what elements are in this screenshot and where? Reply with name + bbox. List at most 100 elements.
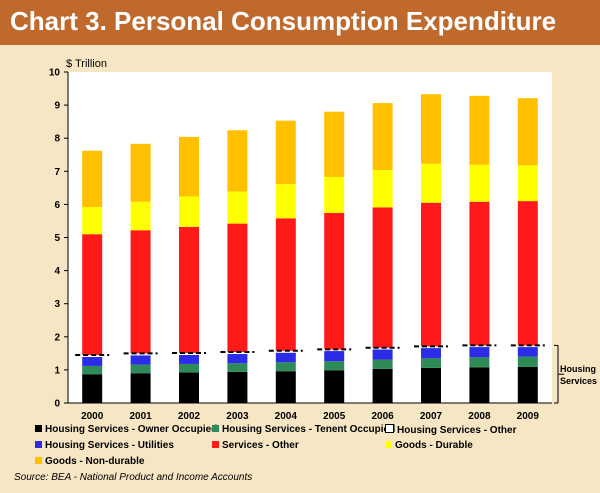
bar-segment-tenent_occupied bbox=[421, 358, 441, 368]
bar-segment-services_other bbox=[469, 201, 490, 346]
bar-segment-owner_occupied bbox=[227, 371, 248, 403]
y-tick-label: 1 bbox=[54, 365, 60, 376]
x-tick-label: 2008 bbox=[468, 411, 491, 422]
bar-segment-tenent_occupied bbox=[324, 361, 345, 371]
bar-segment-tenent_occupied bbox=[130, 364, 151, 374]
y-axis-label: $ Trillion bbox=[66, 58, 107, 70]
bar-segment-goods_nondurable bbox=[227, 130, 248, 192]
bar-segment-services_other bbox=[372, 207, 393, 348]
legend-item-goods_durable: Goods - Durable bbox=[385, 440, 473, 451]
bar-segment-goods_nondurable bbox=[130, 143, 151, 202]
legend-label: Housing Services - Utilities bbox=[45, 440, 174, 451]
x-tick-label: 2009 bbox=[517, 411, 540, 422]
bar-segment-services_other bbox=[82, 234, 103, 356]
legend-swatch bbox=[212, 441, 219, 448]
y-tick-label: 4 bbox=[54, 266, 60, 277]
bar-segment-tenent_occupied bbox=[372, 359, 393, 369]
bar-segment-utilities bbox=[275, 352, 296, 363]
bar-segment-goods_durable bbox=[372, 169, 393, 208]
legend-swatch bbox=[35, 457, 42, 464]
y-tick-label: 0 bbox=[54, 399, 60, 410]
bar-segment-services_other bbox=[517, 201, 538, 346]
y-tick-label: 2 bbox=[54, 332, 60, 343]
bar-segment-goods_durable bbox=[275, 184, 296, 219]
x-tick-label: 2005 bbox=[323, 411, 346, 422]
bar-segment-goods_nondurable bbox=[469, 95, 490, 165]
bar-segment-utilities bbox=[421, 348, 441, 359]
bar-segment-utilities bbox=[324, 351, 345, 362]
x-tick-label: 2003 bbox=[226, 411, 249, 422]
bar-segment-goods_durable bbox=[324, 176, 345, 214]
bar-segment-owner_occupied bbox=[324, 370, 345, 403]
bar-segment-utilities bbox=[469, 347, 490, 358]
y-tick-label: 8 bbox=[54, 134, 60, 145]
legend-label: Goods - Non-durable bbox=[45, 456, 145, 467]
legend-label: Services - Other bbox=[222, 440, 299, 451]
bar-segment-goods_nondurable bbox=[179, 136, 199, 197]
y-tick-label: 7 bbox=[54, 167, 60, 178]
bar-segment-owner_occupied bbox=[179, 372, 199, 403]
x-tick-label: 2001 bbox=[129, 411, 152, 422]
y-tick-label: 9 bbox=[54, 101, 60, 112]
bar-segment-services_other bbox=[324, 213, 345, 350]
bar-segment-services_other bbox=[179, 226, 199, 354]
x-tick-label: 2002 bbox=[178, 411, 201, 422]
bar-segment-owner_occupied bbox=[421, 367, 441, 403]
bar-segment-utilities bbox=[517, 347, 538, 357]
bar-segment-goods_nondurable bbox=[421, 94, 441, 164]
y-tick-label: 10 bbox=[49, 68, 61, 79]
bar-segment-tenent_occupied bbox=[517, 356, 538, 367]
y-tick-label: 5 bbox=[54, 233, 60, 244]
legend-item-owner_occupied: Housing Services - Owner Occupied bbox=[35, 424, 217, 435]
bar-segment-utilities bbox=[372, 349, 393, 360]
legend-item-goods_nondurable: Goods - Non-durable bbox=[35, 456, 144, 467]
legend-swatch bbox=[35, 441, 42, 448]
bar-segment-tenent_occupied bbox=[82, 365, 103, 375]
legend-item-services_other: Services - Other bbox=[212, 440, 299, 451]
bar-segment-goods_durable bbox=[130, 201, 151, 231]
bar-segment-services_other bbox=[275, 218, 296, 351]
title-bar: Chart 3. Personal Consumption Expenditur… bbox=[0, 0, 600, 45]
bar-segment-owner_occupied bbox=[517, 366, 538, 403]
bar-segment-owner_occupied bbox=[372, 368, 393, 403]
y-tick-label: 3 bbox=[54, 299, 60, 310]
legend-item-tenent_occupied: Housing Services - Tenent Occupied bbox=[212, 424, 395, 435]
bar-segment-utilities bbox=[179, 355, 199, 364]
bar-segment-goods_nondurable bbox=[275, 120, 296, 185]
bar-segment-owner_occupied bbox=[130, 373, 151, 403]
x-tick-label: 2006 bbox=[371, 411, 394, 422]
bar-segment-goods_durable bbox=[517, 165, 538, 202]
bar-segment-tenent_occupied bbox=[275, 362, 296, 372]
legend-label: Housing Services - Other bbox=[397, 425, 517, 436]
bar-segment-goods_nondurable bbox=[82, 150, 103, 208]
legend-swatch bbox=[35, 425, 42, 432]
housing-bracket-label: Services bbox=[560, 376, 597, 386]
bar-segment-goods_durable bbox=[179, 196, 199, 227]
bar-segment-goods_nondurable bbox=[324, 111, 345, 177]
x-tick-label: 2004 bbox=[275, 411, 298, 422]
legend-item-housing_other: Housing Services - Other bbox=[385, 424, 516, 436]
x-tick-label: 2007 bbox=[420, 411, 443, 422]
bar-segment-tenent_occupied bbox=[227, 363, 248, 372]
bar-segment-utilities bbox=[82, 356, 103, 366]
bar-segment-tenent_occupied bbox=[179, 363, 199, 373]
bar-segment-goods_durable bbox=[82, 207, 103, 235]
bar-segment-services_other bbox=[421, 202, 441, 347]
source-note: Source: BEA - National Product and Incom… bbox=[14, 472, 253, 483]
chart-title: Chart 3. Personal Consumption Expenditur… bbox=[10, 6, 557, 36]
bar-segment-utilities bbox=[227, 354, 248, 364]
bar-segment-goods_nondurable bbox=[517, 98, 538, 166]
legend-label: Housing Services - Tenent Occupied bbox=[222, 424, 396, 435]
legend-swatch bbox=[385, 441, 392, 448]
bar-segment-tenent_occupied bbox=[469, 357, 490, 368]
bar-segment-utilities bbox=[130, 355, 151, 365]
x-tick-label: 2000 bbox=[81, 411, 104, 422]
bar-segment-goods_nondurable bbox=[372, 103, 393, 170]
legend-swatch bbox=[212, 425, 219, 432]
legend-item-utilities: Housing Services - Utilities bbox=[35, 440, 174, 451]
bar-segment-owner_occupied bbox=[469, 367, 490, 403]
bar-segment-owner_occupied bbox=[82, 374, 103, 403]
bar-segment-services_other bbox=[227, 223, 248, 353]
stacked-bar-chart: 0 1 2 3 4 5 6 7 8 9 10 $ Trillion 2000 2001 2002 2003 20… bbox=[49, 58, 597, 422]
legend-label: Goods - Durable bbox=[395, 440, 473, 451]
